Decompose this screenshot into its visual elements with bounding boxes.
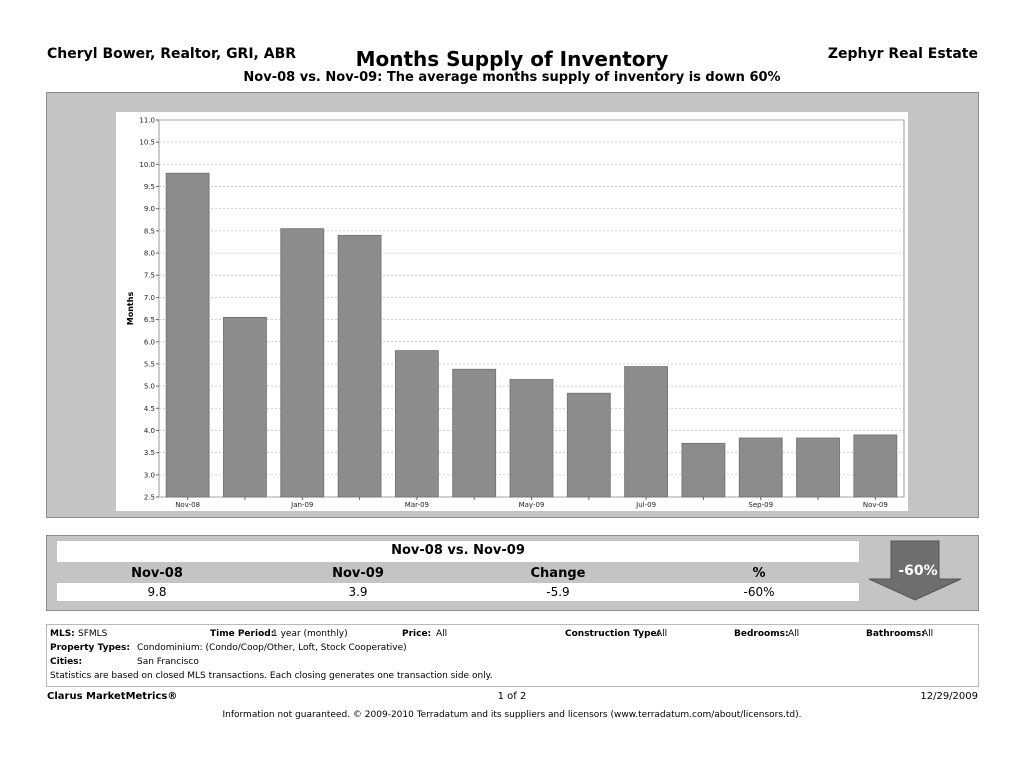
- disclaimer: Information not guaranteed. © 2009-2010 …: [222, 710, 802, 720]
- bathrooms-label: Bathrooms:: [866, 629, 925, 639]
- price-value: All: [436, 629, 448, 639]
- statistics-note: Statistics are based on closed MLS trans…: [50, 671, 493, 681]
- summary-header-percent: %: [752, 566, 766, 581]
- x-tick-label: Nov-09: [863, 501, 888, 509]
- bedrooms-label: Bedrooms:: [734, 629, 789, 639]
- y-tick-label: 10.0: [139, 161, 155, 169]
- summary-values-band: [57, 583, 859, 601]
- x-tick-label: May-09: [519, 501, 545, 509]
- y-tick-label: 2.5: [144, 494, 155, 502]
- y-tick-label: 6.5: [144, 316, 155, 324]
- property-types-label: Property Types:: [50, 643, 130, 653]
- summary-title-band: [57, 541, 859, 562]
- brand-name: Clarus MarketMetrics®: [47, 691, 178, 702]
- bar-Jul-09: [624, 366, 669, 498]
- bar-Jan-09: [280, 228, 325, 498]
- y-tick-label: 8.5: [144, 227, 155, 235]
- x-tick-label: Sep-09: [748, 501, 773, 509]
- x-tick-label: Mar-09: [405, 501, 429, 509]
- y-tick-label: 6.0: [144, 338, 155, 346]
- summary-header-to: Nov-09: [332, 566, 384, 581]
- bar-Mar-09: [394, 350, 439, 498]
- bathrooms-value: All: [922, 629, 934, 639]
- mls-value: SFMLS: [78, 629, 108, 639]
- bar-Nov-09: [853, 434, 898, 498]
- construction-value: All: [656, 629, 668, 639]
- y-tick-label: 4.5: [144, 405, 155, 413]
- mls-label: MLS:: [50, 629, 75, 639]
- cities-value: San Francisco: [137, 657, 199, 667]
- summary-value-percent: -60%: [743, 585, 775, 599]
- report-subtitle: Nov-08 vs. Nov-09: The average months su…: [243, 70, 781, 85]
- bedrooms-value: All: [788, 629, 800, 639]
- time-period-value: 1 year (monthly): [272, 629, 348, 639]
- time-period-label: Time Period:: [210, 629, 275, 639]
- report-title: Months Supply of Inventory: [355, 47, 669, 71]
- bar-Oct-09: [796, 437, 840, 498]
- page-number: 1 of 2: [497, 691, 527, 702]
- x-tick-label: Jul-09: [635, 501, 656, 509]
- x-tick-label: Jan-09: [290, 501, 313, 509]
- y-tick-label: 4.0: [144, 427, 155, 435]
- company-name: Zephyr Real Estate: [827, 46, 978, 62]
- report-date: 12/29/2009: [920, 691, 978, 702]
- bar-Aug-09: [681, 442, 726, 498]
- y-tick-label: 3.5: [144, 449, 155, 457]
- bar-Jun-09: [566, 392, 611, 498]
- x-tick-label: Nov-08: [175, 501, 200, 509]
- down-arrow-icon: -60%: [866, 540, 966, 606]
- agent-name: Cheryl Bower, Realtor, GRI, ABR: [47, 46, 297, 62]
- y-axis-label: Months: [126, 292, 135, 326]
- price-label: Price:: [402, 629, 432, 639]
- bar-Nov-08: [165, 172, 210, 498]
- y-tick-label: 8.0: [144, 250, 155, 258]
- y-tick-label: 7.0: [144, 294, 155, 302]
- summary-title: Nov-08 vs. Nov-09: [391, 543, 525, 558]
- summary-header-from: Nov-08: [131, 566, 183, 581]
- y-tick-label: 5.5: [144, 360, 155, 368]
- bar-Sep-09: [738, 437, 783, 498]
- summary-value-from: 9.8: [147, 585, 167, 599]
- bar-Apr-09: [452, 368, 497, 498]
- y-tick-label: 5.0: [144, 383, 155, 391]
- y-tick-label: 9.0: [144, 205, 155, 213]
- summary-value-change: -5.9: [546, 585, 570, 599]
- summary-header-change: Change: [530, 566, 586, 581]
- y-tick-label: 9.5: [144, 183, 155, 191]
- bar-May-09: [509, 379, 554, 498]
- y-tick-label: 3.0: [144, 471, 155, 479]
- summary-value-to: 3.9: [348, 585, 368, 599]
- y-tick-label: 7.5: [144, 272, 155, 280]
- cities-label: Cities:: [50, 657, 83, 667]
- y-tick-label: 10.5: [139, 139, 155, 147]
- y-tick-label: 11.0: [139, 117, 155, 125]
- report-criteria: MLS: SFMLS Time Period: 1 year (monthly)…: [46, 624, 979, 687]
- construction-label: Construction Type:: [565, 629, 661, 639]
- bar-Dec-08: [223, 316, 267, 498]
- bar-Feb-09: [337, 234, 382, 498]
- property-types-value: Condominium: (Condo/Coop/Other, Loft, St…: [137, 643, 407, 653]
- change-badge-text: -60%: [898, 563, 937, 579]
